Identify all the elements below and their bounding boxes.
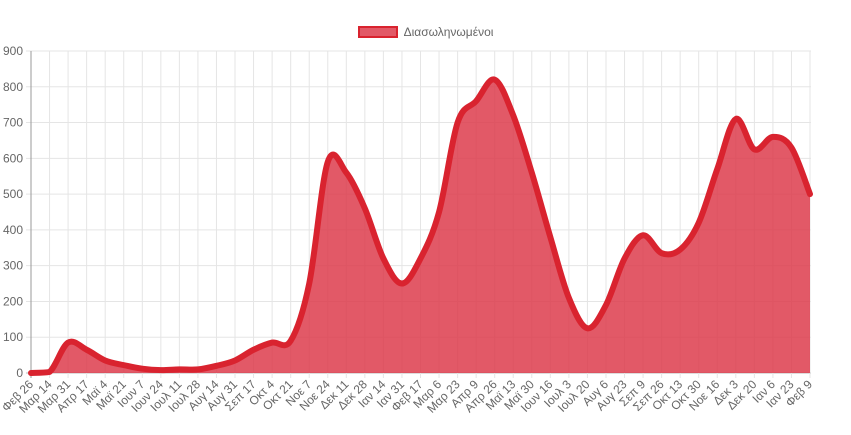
data-area (31, 79, 810, 373)
y-tick-label: 0 (16, 366, 23, 380)
data-line (28, 76, 813, 376)
chart-legend[interactable]: Διασωληνωμένοι (0, 25, 851, 39)
y-tick-label: 400 (3, 223, 23, 237)
y-tick-label: 300 (3, 259, 23, 273)
legend-label: Διασωληνωμένοι (403, 25, 494, 39)
y-tick-label: 800 (3, 80, 23, 94)
y-tick-label: 500 (3, 187, 23, 201)
y-tick-label: 700 (3, 116, 23, 130)
legend-swatch (357, 26, 398, 38)
y-tick-label: 600 (3, 151, 23, 165)
y-tick-label: 100 (3, 330, 23, 344)
y-tick-label: 200 (3, 294, 23, 308)
y-axis: 0 100 200 300 400 500 600 700 800 900 (3, 44, 23, 380)
y-tick-label: 900 (3, 44, 23, 58)
